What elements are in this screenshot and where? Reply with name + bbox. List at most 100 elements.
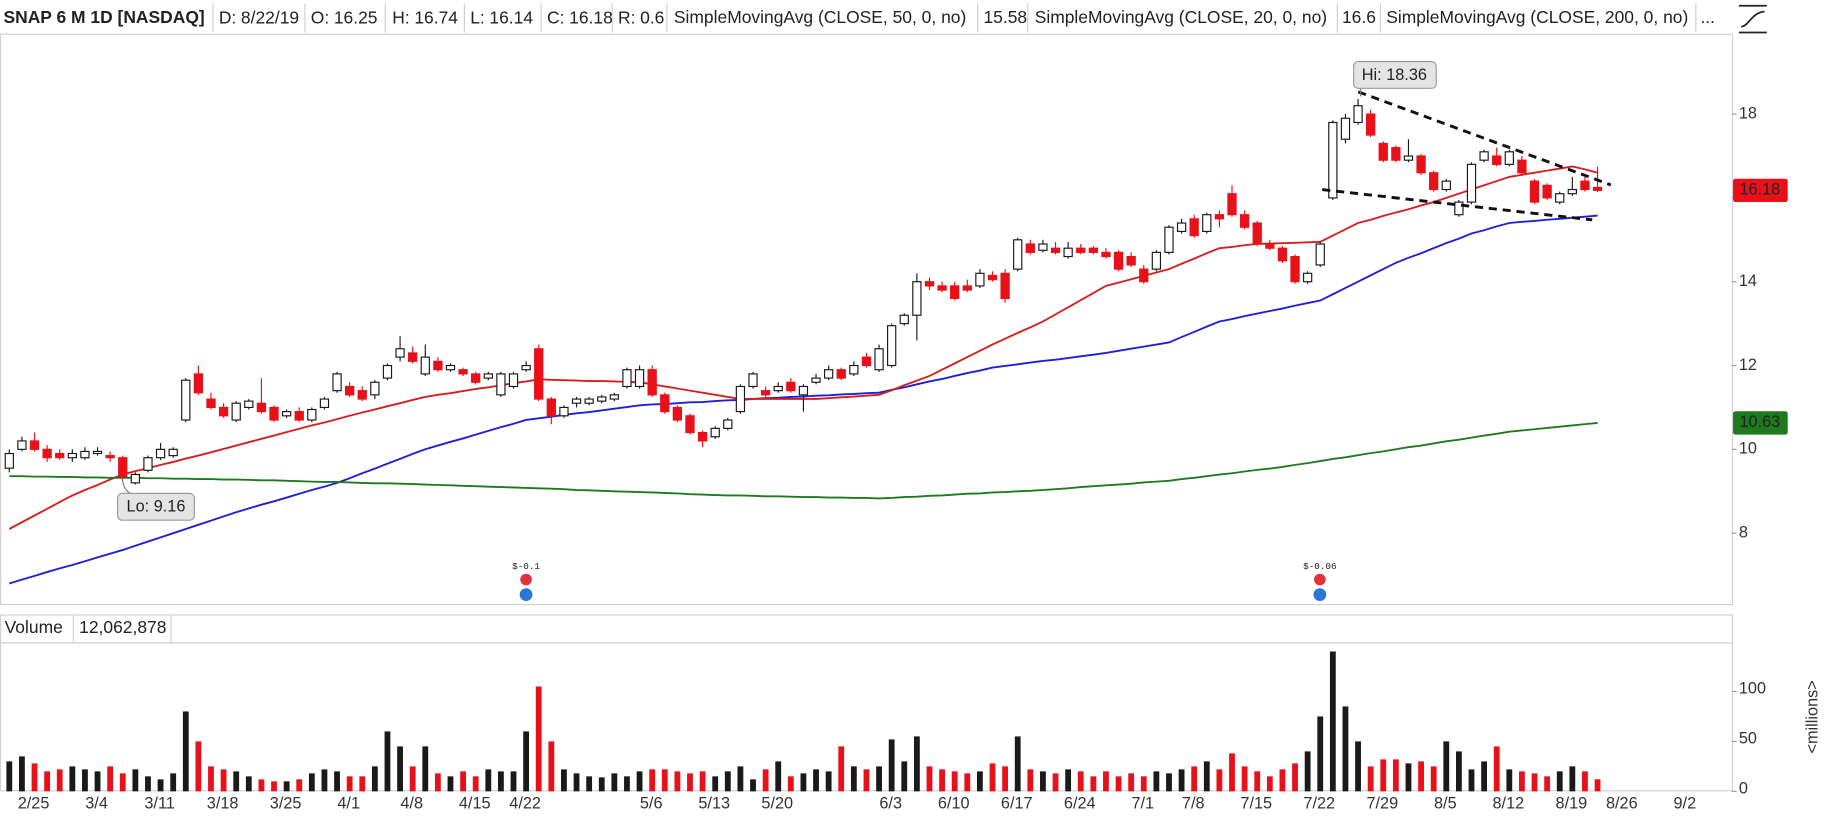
x-tick-label: 9/2 — [1673, 794, 1696, 812]
volume-bar — [1380, 759, 1387, 792]
candle-body — [218, 406, 229, 417]
x-tick-label: 7/8 — [1182, 794, 1205, 812]
candle-body — [1038, 243, 1048, 251]
candle-body — [1340, 117, 1351, 140]
candle-body — [710, 427, 720, 438]
legend-value: 15.58 — [983, 7, 1027, 27]
label: D: — [219, 7, 236, 27]
volume-bar — [888, 739, 895, 792]
volume-bar — [1065, 769, 1072, 792]
volume-bar — [157, 779, 164, 792]
volume-bar — [523, 731, 530, 792]
volume-bar — [1002, 766, 1009, 792]
candle-body — [307, 408, 317, 421]
candle-body — [1227, 193, 1237, 216]
candle-body — [496, 373, 506, 396]
candle-body — [1151, 251, 1162, 270]
event[interactable]: $-0.06 — [1303, 561, 1337, 602]
volume-bar — [951, 771, 958, 792]
volume-bar — [573, 773, 580, 792]
volume-bar — [1544, 776, 1551, 792]
volume-bar — [800, 773, 807, 792]
volume-bar — [485, 769, 492, 792]
volume-bar — [964, 773, 971, 792]
volume-bar — [145, 776, 151, 792]
volume-bar — [1355, 741, 1361, 792]
candle-body — [1366, 113, 1376, 136]
more[interactable]: ... — [1700, 7, 1715, 27]
candle-body — [823, 369, 834, 379]
header-separators — [212, 3, 1697, 33]
volume-bar — [1241, 766, 1248, 792]
candle-body — [950, 285, 960, 300]
volume-bar — [296, 779, 303, 792]
event[interactable]: $-0.1 — [512, 561, 540, 602]
candle-body — [1214, 214, 1225, 220]
volume-bar — [674, 771, 681, 792]
candle-body — [1189, 218, 1199, 237]
candle-body — [231, 402, 241, 421]
volume-bar — [497, 771, 504, 792]
candle-body — [912, 281, 922, 316]
candle-body — [55, 452, 65, 459]
volume-bar — [510, 771, 517, 792]
volume-bar — [611, 773, 618, 792]
volume-bar — [6, 761, 13, 792]
candle-body — [1239, 214, 1250, 228]
x-tick-label: 5/13 — [698, 794, 730, 812]
candle-body — [1076, 247, 1086, 253]
candle-body — [256, 402, 267, 413]
candle-body — [1479, 151, 1489, 161]
symbol: SNAP 6 M 1D [NASDAQ] — [3, 7, 204, 27]
candle-body — [1164, 226, 1174, 253]
volume-bar — [359, 776, 366, 792]
volume-bar — [1329, 651, 1336, 792]
candle-body — [471, 373, 481, 383]
candle-body — [1454, 201, 1464, 216]
candle-body — [1290, 255, 1300, 283]
candle-body — [1139, 268, 1149, 283]
candle-body — [1202, 214, 1212, 233]
candle-body — [1403, 155, 1414, 161]
moving-average-line — [9, 422, 1598, 500]
candle-body — [332, 373, 342, 392]
volume-bar — [1216, 769, 1223, 792]
volume-bar — [1052, 773, 1059, 792]
candle-body — [281, 411, 292, 417]
event-icon — [1314, 573, 1326, 586]
volume-bar — [737, 766, 744, 792]
volume-bar — [598, 777, 605, 792]
candle-body — [1529, 180, 1540, 203]
volume-bar — [334, 771, 340, 792]
volume-bar — [876, 766, 882, 792]
volume-bar — [1203, 761, 1210, 792]
candle-body — [937, 285, 947, 291]
volume-bar — [69, 766, 76, 792]
volume-bar — [989, 763, 996, 792]
candle-body — [887, 325, 897, 367]
candle-body — [294, 411, 304, 421]
value: 16.14 — [489, 7, 533, 27]
candle-body — [660, 394, 670, 413]
event-icon — [519, 588, 533, 602]
candle-body — [1025, 243, 1035, 253]
candle-body — [634, 369, 645, 388]
x-tick-label: 8/12 — [1492, 794, 1524, 812]
volume-bar — [661, 769, 668, 792]
volume-bar — [1392, 759, 1399, 792]
low-label: Lo: 9.16 — [127, 498, 186, 516]
volume-bar — [699, 771, 706, 792]
volume-current: 12,062,878 — [79, 617, 166, 637]
volume-bar — [1292, 763, 1298, 792]
style-icon[interactable] — [1738, 4, 1767, 34]
candle-body — [29, 440, 40, 450]
volume-bar — [409, 766, 416, 792]
volume-bar — [1367, 766, 1374, 792]
candle-body — [1504, 151, 1514, 165]
candle-body — [1265, 243, 1275, 249]
x-tick-label: 7/29 — [1366, 794, 1398, 812]
value: 8/22/19 — [241, 7, 299, 27]
volume-bar — [548, 741, 555, 792]
